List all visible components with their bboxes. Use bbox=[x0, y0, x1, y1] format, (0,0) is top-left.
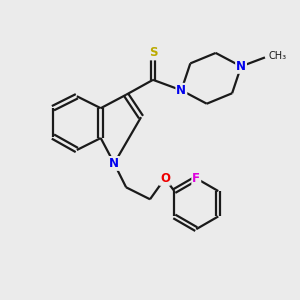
Text: S: S bbox=[149, 46, 157, 59]
Text: O: O bbox=[160, 172, 170, 185]
Text: N: N bbox=[109, 157, 119, 170]
Text: N: N bbox=[236, 60, 246, 73]
Text: CH₃: CH₃ bbox=[268, 51, 287, 61]
Text: N: N bbox=[176, 84, 186, 97]
Text: F: F bbox=[192, 172, 200, 185]
